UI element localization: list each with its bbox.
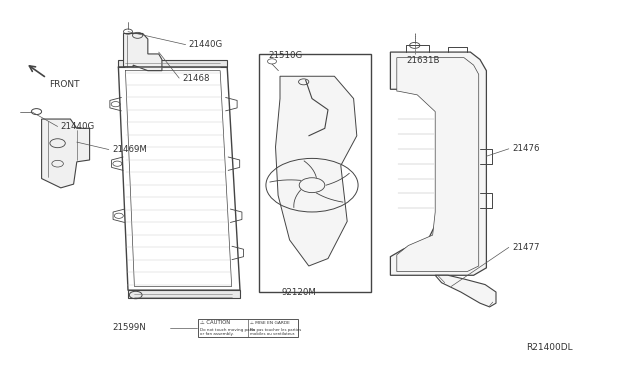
Text: 21468: 21468 (182, 74, 210, 83)
Text: R21400DL: R21400DL (526, 343, 573, 352)
Polygon shape (118, 60, 227, 67)
Text: FRONT: FRONT (49, 80, 79, 89)
Text: 21476: 21476 (512, 144, 540, 153)
Bar (259, 54, 371, 292)
Polygon shape (124, 33, 162, 71)
Text: Ne pas toucher les parties
mobiles ou ventilateur.: Ne pas toucher les parties mobiles ou ve… (250, 328, 301, 337)
Text: ⚠ CAUTION: ⚠ CAUTION (200, 320, 230, 325)
Polygon shape (397, 58, 479, 272)
Text: 21469M: 21469M (112, 145, 147, 154)
Text: 92120M: 92120M (282, 288, 316, 296)
Text: 21440G: 21440G (61, 122, 95, 131)
Polygon shape (128, 290, 240, 298)
Text: Do not touch moving parts
or fan assembly.: Do not touch moving parts or fan assembl… (200, 328, 255, 337)
Text: ⚠ MISE EN GARDE: ⚠ MISE EN GARDE (250, 321, 290, 324)
Text: 21631B: 21631B (406, 56, 440, 65)
Bar (198, 319, 298, 337)
Text: 21599N: 21599N (112, 323, 146, 332)
Polygon shape (435, 275, 496, 307)
Polygon shape (42, 119, 90, 188)
Polygon shape (390, 52, 486, 275)
Text: 21477: 21477 (512, 243, 540, 252)
Text: 21510G: 21510G (269, 51, 303, 60)
Text: 21440G: 21440G (189, 40, 223, 49)
Polygon shape (276, 76, 357, 266)
